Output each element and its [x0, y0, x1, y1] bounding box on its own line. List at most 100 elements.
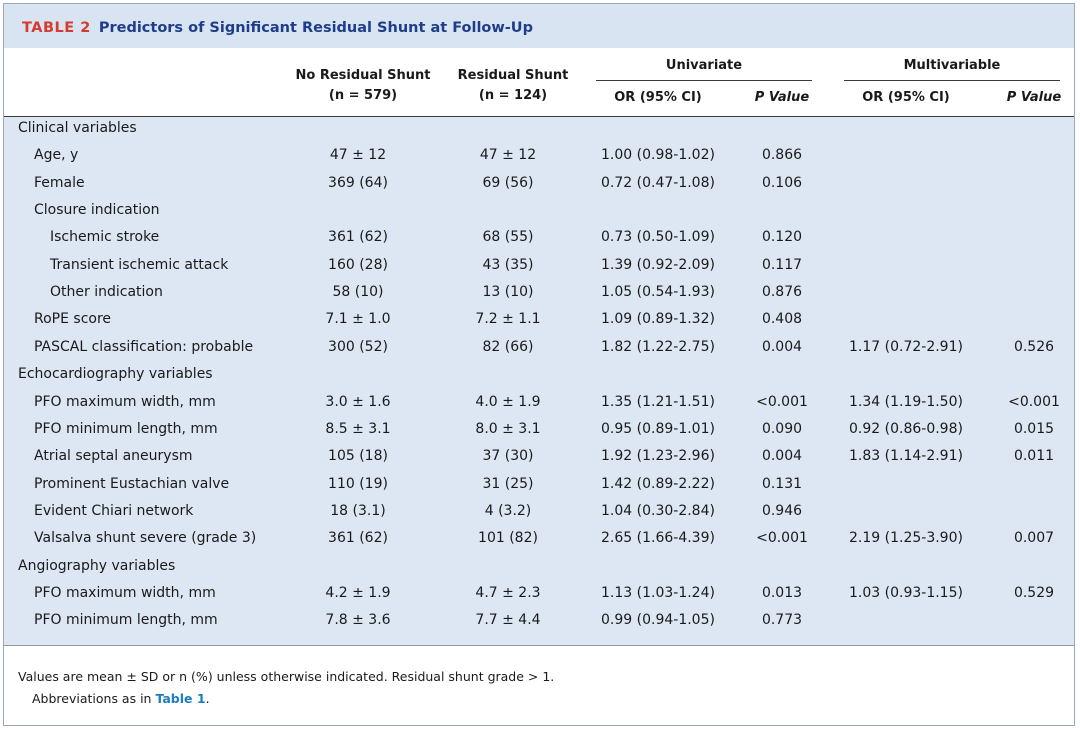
cell-multivariable-or: 2.19 (1.25-3.90) [849, 530, 963, 547]
footnote-suffix: . [205, 691, 210, 706]
table-title: Predictors of Significant Residual Shunt… [98, 20, 533, 36]
cell-no-residual: 18 (3.1) [330, 502, 386, 519]
cell-univariate-or: 0.99 (0.94-1.05) [601, 612, 715, 629]
row-label: Transient ischemic attack [50, 256, 229, 273]
cell-residual: 47 ± 12 [479, 147, 537, 164]
row-label: PFO maximum width, mm [34, 393, 216, 410]
cell-univariate-p: 0.408 [761, 311, 803, 328]
table-row: Atrial septal aneurysm 105 (18) 37 (30) 1.9… [0, 443, 1080, 470]
row-label: Prominent Eustachian valve [34, 475, 230, 492]
header-univariate: Univariate [665, 58, 743, 73]
cell-univariate-p: <0.001 [756, 393, 808, 410]
cell-univariate-p: 0.013 [761, 584, 803, 601]
cell-univariate-or: 0.95 (0.89-1.01) [601, 420, 715, 437]
header-multivariable-p: P Value [996, 88, 1072, 108]
row-label: Atrial septal aneurysm [34, 448, 193, 465]
cell-residual: 37 (30) [482, 448, 534, 465]
cell-univariate-or: 0.73 (0.50-1.09) [601, 229, 715, 246]
table-row: Echocardiography variables [0, 361, 1080, 388]
cell-multivariable-or: 1.03 (0.93-1.15) [849, 584, 963, 601]
cell-no-residual: 4.2 ± 1.9 [325, 584, 391, 601]
cell-residual: 101 (82) [478, 530, 538, 547]
table-row: Prominent Eustachian valve 110 (19) 31 (25… [0, 471, 1080, 498]
cell-residual: 82 (66) [482, 338, 534, 355]
cell-multivariable-or: 0.92 (0.86-0.98) [849, 420, 963, 437]
cell-univariate-p: 0.090 [761, 420, 803, 437]
row-label: PFO minimum length, mm [34, 420, 218, 437]
cell-univariate-p: 0.106 [761, 174, 803, 191]
row-label: PFO minimum length, mm [34, 612, 218, 629]
cell-multivariable-p: 0.015 [1013, 420, 1055, 437]
table-header: No Residual Shunt (n = 579) Residual Shu… [4, 48, 1074, 117]
header-no-residual-n: (n = 579) [328, 88, 398, 103]
cell-univariate-or: 2.65 (1.66-4.39) [601, 530, 715, 547]
header-univariate-or: OR (95% CI) [614, 90, 702, 105]
cell-multivariable-p: <0.001 [1008, 393, 1060, 410]
cell-univariate-or: 1.13 (1.03-1.24) [601, 584, 715, 601]
cell-multivariable-p: 0.007 [1013, 530, 1055, 547]
caption-bar: TABLE 2 Predictors of Significant Residua… [4, 4, 1074, 48]
cell-univariate-or: 1.04 (0.30-2.84) [601, 502, 715, 519]
cell-no-residual: 361 (62) [328, 229, 388, 246]
cell-no-residual: 160 (28) [328, 256, 388, 273]
table-row: PASCAL classification: probable 300 (52) 8… [0, 334, 1080, 361]
cell-no-residual: 47 ± 12 [329, 147, 387, 164]
multivariable-rule [844, 80, 1060, 81]
header-univariate-p-label: P Value [754, 90, 810, 105]
cell-no-residual: 58 (10) [332, 284, 384, 301]
cell-residual: 7.2 ± 1.1 [475, 311, 541, 328]
table-row: Closure indication [0, 197, 1080, 224]
cell-no-residual: 3.0 ± 1.6 [325, 393, 391, 410]
header-residual: Residual Shunt (n = 124) [438, 66, 588, 106]
table-caption: TABLE 2 Predictors of Significant Residua… [22, 20, 533, 36]
cell-residual: 4 (3.2) [484, 502, 532, 519]
cell-no-residual: 361 (62) [328, 530, 388, 547]
table-row: Angiography variables [0, 553, 1080, 580]
table-row: Evident Chiari network 18 (3.1) 4 (3.2) 1.0… [0, 498, 1080, 525]
row-label: RoPE score [34, 311, 112, 328]
cell-no-residual: 105 (18) [328, 448, 388, 465]
row-label: PFO maximum width, mm [34, 584, 216, 601]
cell-univariate-p: 0.866 [761, 147, 803, 164]
header-univariate-p: P Value [744, 88, 820, 108]
row-label: Clinical variables [18, 120, 137, 136]
cell-residual: 68 (55) [482, 229, 534, 246]
row-label: Echocardiography variables [18, 366, 213, 383]
cell-residual: 69 (56) [482, 174, 534, 191]
footnote-line-1: Values are mean ± SD or n (%) unless oth… [18, 669, 555, 684]
header-multivariable: Multivariable [903, 58, 1001, 73]
cell-univariate-or: 1.82 (1.22-2.75) [601, 338, 715, 355]
cell-residual: 4.0 ± 1.9 [475, 393, 541, 410]
cell-residual: 8.0 ± 3.1 [475, 420, 541, 437]
cell-no-residual: 110 (19) [328, 475, 388, 492]
row-label: Female [34, 174, 85, 191]
cell-residual: 7.7 ± 4.4 [475, 612, 541, 629]
row-label: Other indication [50, 284, 163, 301]
cell-univariate-p: 0.773 [761, 612, 803, 629]
cell-multivariable-or: 1.17 (0.72-2.91) [849, 338, 963, 355]
cell-univariate-or: 1.35 (1.21-1.51) [601, 393, 715, 410]
footnote-line-2: Abbreviations as in Table 1. [18, 688, 554, 710]
cell-residual: 43 (35) [482, 256, 534, 273]
cell-no-residual: 7.1 ± 1.0 [325, 311, 391, 328]
univariate-rule [596, 80, 812, 81]
cell-univariate-p: 0.004 [761, 448, 803, 465]
cell-multivariable-p: 0.526 [1013, 338, 1055, 355]
cell-univariate-p: <0.001 [756, 530, 808, 547]
header-no-residual: No Residual Shunt (n = 579) [288, 66, 438, 106]
table-row: Other indication 58 (10) 13 (10) 1.05 (0.54… [0, 279, 1080, 306]
table-row: PFO minimum length, mm 7.8 ± 3.6 7.7 ± 4.4… [0, 607, 1080, 634]
table-row: RoPE score 7.1 ± 1.0 7.2 ± 1.1 1.09 (0.89-1… [0, 306, 1080, 333]
table-tag: TABLE 2 [22, 20, 91, 36]
cell-univariate-or: 1.39 (0.92-2.09) [601, 256, 715, 273]
table-1-link[interactable]: Table 1 [155, 691, 206, 706]
table-row: Transient ischemic attack 160 (28) 43 (35)… [0, 252, 1080, 279]
cell-univariate-p: 0.131 [761, 475, 803, 492]
table-row: Female 369 (64) 69 (56) 0.72 (0.47-1.08) 0.1… [0, 170, 1080, 197]
cell-univariate-or: 0.72 (0.47-1.08) [601, 174, 715, 191]
cell-multivariable-or: 1.83 (1.14-2.91) [849, 448, 963, 465]
cell-univariate-p: 0.117 [761, 256, 803, 273]
table-footnote: Values are mean ± SD or n (%) unless oth… [18, 666, 554, 710]
table-row: Ischemic stroke 361 (62) 68 (55) 0.73 (0.50… [0, 224, 1080, 251]
header-rule [4, 116, 1074, 117]
